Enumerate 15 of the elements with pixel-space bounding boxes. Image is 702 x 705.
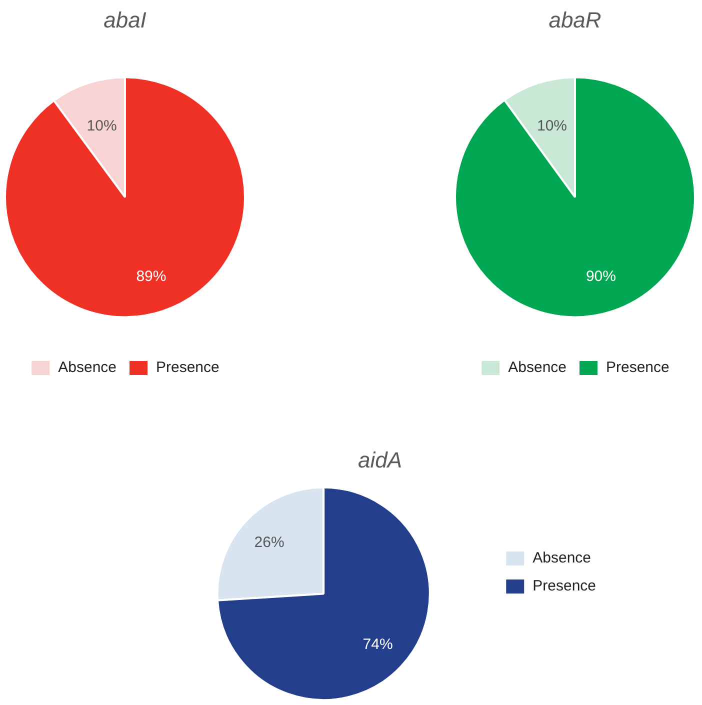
data-label: 89% (136, 268, 166, 286)
legend-label: Presence (532, 578, 596, 595)
legend-label: Presence (156, 359, 220, 376)
data-label: 90% (586, 268, 616, 286)
legend-label: Absence (508, 359, 567, 376)
legend-label: Absence (532, 550, 592, 567)
chart-title: abaR (548, 7, 602, 32)
data-label: 10% (536, 118, 568, 135)
legend-label: Presence (606, 359, 670, 376)
data-label: 26% (254, 534, 284, 551)
data-label: 10% (86, 118, 117, 135)
chart-title: aidA (358, 447, 402, 472)
legend-label: Absence (58, 359, 117, 376)
chart-title: abaI (104, 7, 146, 32)
data-label: 74% (362, 636, 393, 653)
